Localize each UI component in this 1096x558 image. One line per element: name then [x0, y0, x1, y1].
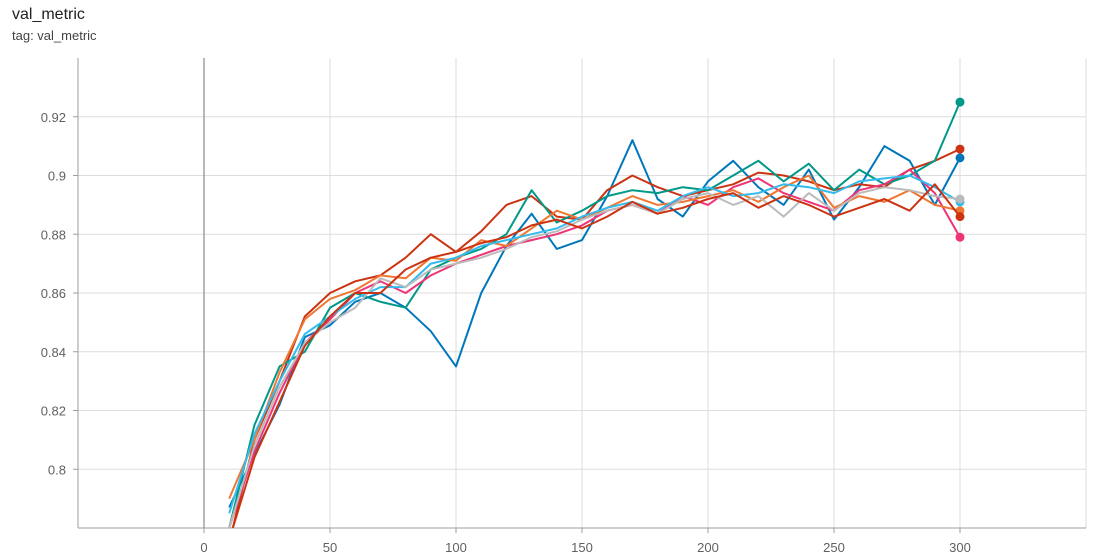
series-line-6 — [228, 174, 961, 514]
series-line-8 — [231, 183, 961, 528]
x-tick-label: 200 — [697, 540, 719, 555]
x-tick-label: 50 — [323, 540, 337, 555]
series-line-3 — [228, 101, 961, 528]
series-endpoint-1 — [955, 153, 965, 163]
y-tick-label: 0.9 — [48, 169, 66, 184]
chart-tag: tag: val_metric — [12, 28, 97, 43]
x-tick-label: 300 — [949, 540, 971, 555]
x-tick-label: 250 — [823, 540, 845, 555]
series-endpoint-7 — [955, 194, 965, 204]
series-endpoint-3 — [955, 97, 965, 107]
x-tick-label: 0 — [200, 540, 207, 555]
y-tick-label: 0.92 — [41, 110, 66, 125]
x-tick-label: 150 — [571, 540, 593, 555]
series-endpoint-4 — [955, 232, 965, 242]
series-line-5 — [228, 174, 961, 499]
y-tick-label: 0.86 — [41, 286, 66, 301]
x-tick-label: 100 — [445, 540, 467, 555]
y-tick-label: 0.8 — [48, 462, 66, 477]
y-tick-label: 0.82 — [41, 404, 66, 419]
series-line-1 — [228, 139, 961, 508]
y-tick-label: 0.84 — [41, 345, 66, 360]
chart-title: val_metric — [12, 6, 85, 23]
series-endpoint-8 — [955, 212, 965, 222]
series-line-2 — [231, 148, 961, 528]
y-tick-label: 0.88 — [41, 227, 66, 242]
series-line-7 — [228, 186, 961, 528]
series-endpoint-2 — [955, 144, 965, 154]
